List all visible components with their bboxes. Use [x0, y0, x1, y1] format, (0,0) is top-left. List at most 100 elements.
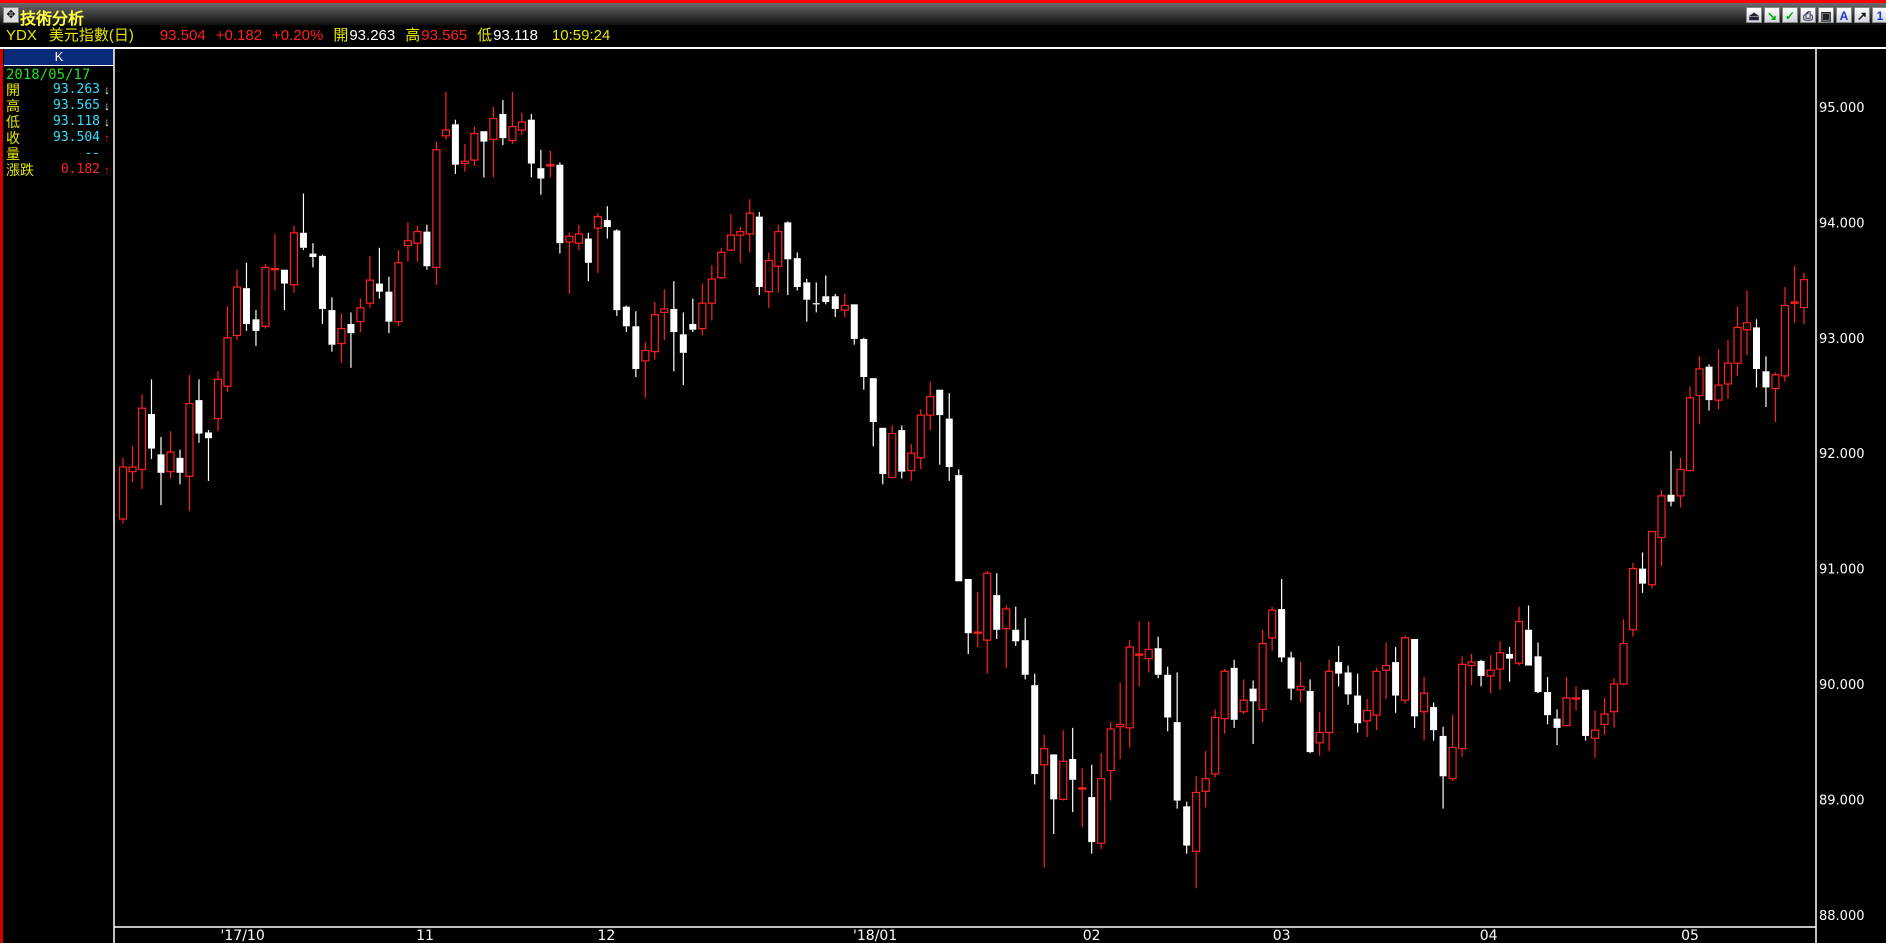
candle-down: [955, 469, 963, 582]
candle-body: [118, 466, 128, 520]
candle-down: [584, 232, 592, 282]
candle-body: [717, 251, 726, 279]
candle-down: [375, 247, 383, 299]
candle-body: [347, 323, 355, 334]
low-label: 低: [477, 27, 493, 44]
candle-up: [973, 591, 982, 648]
x-tick-label: 05: [1681, 928, 1699, 943]
draw-icon[interactable]: ↗: [1854, 7, 1870, 23]
trend-icon[interactable]: ↘: [1764, 7, 1780, 23]
candle-body: [1173, 722, 1181, 801]
candle-body: [907, 452, 916, 472]
save-icon[interactable]: ▣: [1818, 7, 1834, 23]
price-change: +0.182: [215, 27, 263, 44]
insert-icon[interactable]: ⏏: [1746, 7, 1762, 23]
candle-up: [137, 394, 147, 489]
candle-down: [793, 252, 801, 291]
candle-up: [1657, 490, 1666, 567]
candle-down: [1088, 764, 1096, 854]
candle-body: [584, 238, 592, 263]
candle-down: [1050, 754, 1058, 835]
divider: [0, 47, 1886, 49]
candle-body: [1742, 322, 1752, 331]
candle-body: [176, 457, 184, 473]
cursor-date: 2018/05/17: [6, 67, 91, 83]
candle-up: [840, 293, 849, 318]
candle-body: [394, 262, 403, 323]
candle-body: [793, 258, 801, 288]
candle-body: [1154, 648, 1162, 675]
candle-body: [869, 378, 877, 423]
candle-down: [252, 310, 260, 346]
candle-body: [707, 278, 716, 304]
candle-body: [1135, 653, 1144, 656]
high-label: 高: [405, 27, 421, 44]
candle-body: [1411, 638, 1419, 717]
candle-up: [432, 141, 441, 285]
candle-up: [1647, 531, 1657, 589]
app-icon[interactable]: ✥: [3, 7, 19, 23]
candle-down: [1667, 450, 1675, 507]
candle-down: [1173, 672, 1181, 809]
candle-up: [1296, 662, 1305, 703]
panel-tab-k[interactable]: K: [4, 49, 114, 65]
candle-body: [1106, 728, 1115, 772]
candle-body: [764, 259, 773, 293]
candle-down: [755, 212, 763, 296]
candle-down: [242, 262, 250, 331]
arrow-up-icon: ↑: [104, 163, 110, 177]
candle-down: [1582, 689, 1590, 741]
candle-body: [1315, 731, 1324, 744]
candle-body: [242, 288, 250, 324]
ohlc-row-label: 量: [6, 146, 20, 162]
candle-body: [670, 308, 678, 333]
candle-body: [565, 235, 574, 243]
candle-body: [822, 296, 830, 303]
candle-down: [328, 297, 336, 352]
candle-down: [603, 206, 611, 239]
candle-up: [565, 232, 574, 294]
candle-down: [527, 113, 535, 178]
candle-up: [650, 302, 659, 360]
candle-up: [365, 255, 375, 308]
x-tick-label: 03: [1273, 928, 1291, 943]
candle-body: [318, 255, 326, 309]
candle-body: [328, 310, 336, 345]
ohlc-row-value: 93.263: [53, 82, 100, 97]
candle-body: [1676, 468, 1685, 497]
candle-down: [1287, 651, 1295, 701]
candle-up: [916, 409, 925, 470]
candle-body: [1097, 778, 1106, 844]
print-icon[interactable]: ⎙: [1800, 7, 1816, 23]
quote-time: 10:59:24: [551, 27, 611, 44]
candle-up: [1135, 621, 1144, 687]
candle-body: [1002, 608, 1011, 630]
candle-body: [1335, 662, 1343, 674]
open-label: 開: [333, 27, 349, 44]
candle-body: [280, 269, 288, 284]
candle-body: [1069, 759, 1077, 780]
number-one-icon[interactable]: 1: [1872, 7, 1886, 23]
candle-body: [1372, 670, 1381, 716]
candle-body: [385, 291, 393, 322]
candle-body: [1448, 746, 1457, 780]
candle-down: [1335, 645, 1343, 687]
candle-body: [166, 451, 175, 473]
candle-up: [907, 443, 916, 481]
candle-body: [223, 337, 232, 387]
add-indicator-icon[interactable]: ✓: [1782, 7, 1798, 23]
candle-body: [632, 326, 640, 369]
arrow-down-icon: ↓: [104, 99, 110, 113]
font-icon[interactable]: A: [1836, 7, 1852, 23]
candle-body: [1306, 690, 1314, 753]
open-value: 93.263: [349, 27, 396, 44]
candle-up: [1106, 722, 1115, 801]
ohlc-row: 收 93.504 ↑: [6, 130, 110, 146]
candle-up: [641, 342, 650, 398]
ohlc-row-label: 收: [6, 130, 20, 146]
candle-body: [1439, 735, 1447, 777]
y-tick-label: 93.000: [1819, 332, 1865, 347]
x-tick-label: 11: [416, 928, 434, 943]
candle-body: [1667, 494, 1675, 502]
